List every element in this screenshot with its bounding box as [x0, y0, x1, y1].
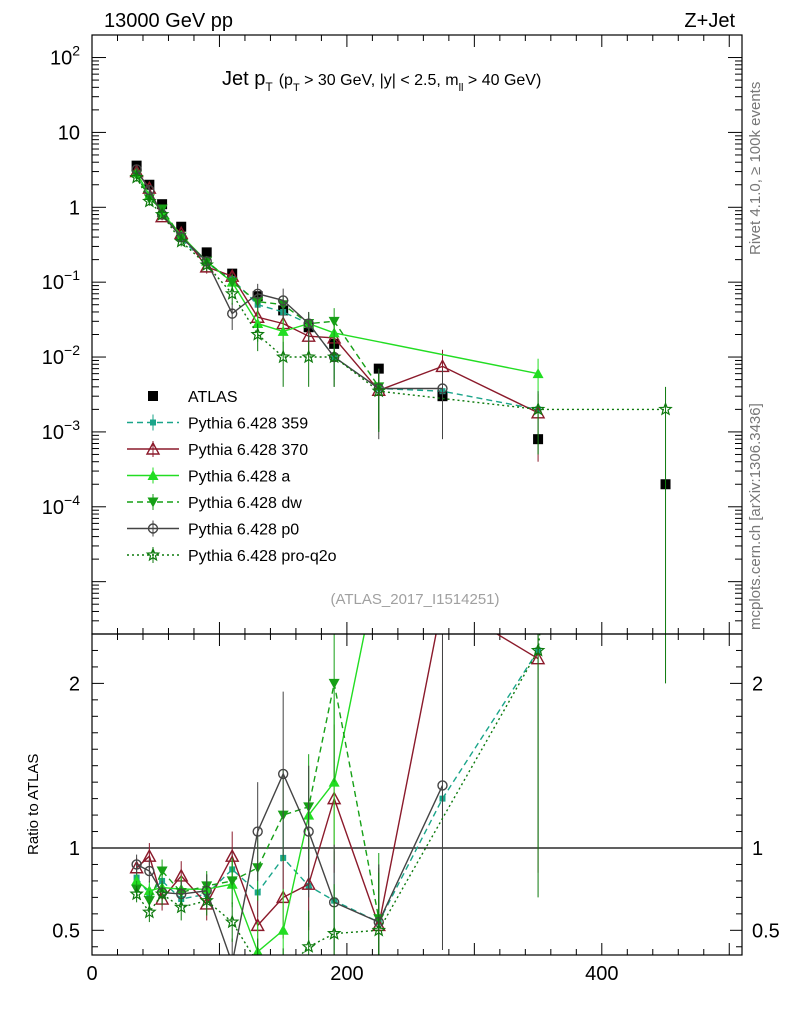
y-tick-label-exponent: −1	[64, 267, 80, 283]
series-p359	[134, 170, 541, 454]
legend-entry-pdw: Pythia 6.428 dw	[127, 494, 302, 512]
plot-title-cond-mid: > 30 GeV, |y| < 2.5, m	[300, 72, 459, 89]
legend-label-pa: Pythia 6.428 a	[188, 469, 290, 486]
ratio-y-tick-label-left: 2	[69, 673, 80, 695]
y-tick-label-base: 10	[42, 347, 64, 369]
ratio-plot-frame	[92, 634, 742, 955]
y-tick-label: 102	[50, 43, 80, 70]
ratio-point-pa	[278, 925, 289, 935]
data-point-pdw	[329, 317, 340, 327]
ratio-line-pq2o	[137, 0, 666, 973]
y-tick-label-exponent: −2	[64, 342, 80, 358]
y-tick-label: 10	[58, 122, 80, 144]
legend: ATLAS Pythia 6.428 359 Pythia 6.428 370 Pyt…	[127, 389, 337, 565]
legend-entry-p359: Pythia 6.428 359	[127, 415, 308, 433]
plot-title-sub: T	[265, 80, 273, 94]
rivet-version-label: Rivet 4.1.0, ≥ 100k events	[747, 82, 764, 255]
ratio-series-pa	[131, 0, 543, 981]
series-pp0	[132, 165, 447, 439]
ratio-y-tick-label-right: 2	[752, 673, 763, 695]
y-tick-label-base: 10	[58, 122, 80, 144]
y-tick-label: 10−1	[42, 267, 80, 294]
plot-title-cond-open: (p	[279, 72, 293, 89]
y-tick-label-exponent: −3	[64, 417, 80, 433]
legend-marker-atlas	[148, 391, 158, 401]
x-tick-label: 0	[86, 963, 97, 985]
legend-label-pp0: Pythia 6.428 p0	[188, 522, 299, 539]
series-line-p370	[137, 172, 538, 413]
header-energy-label: 13000 GeV pp	[104, 10, 233, 32]
series-line-p359	[137, 174, 538, 410]
ratio-point-pq2o	[252, 957, 263, 968]
y-tick-label-base: 10	[50, 48, 72, 70]
y-tick-label-base: 10	[42, 422, 64, 444]
header-process-label: Z+Jet	[684, 10, 735, 32]
series-pa	[131, 167, 543, 402]
ratio-line-pp0	[137, 774, 443, 963]
legend-label-atlas: ATLAS	[188, 389, 238, 406]
legend-entry-pa: Pythia 6.428 a	[127, 468, 290, 486]
main-axis-ticks: 10−410−310−210−1110102	[42, 35, 742, 634]
chart-figure: 13000 GeV pp Z+Jet Jet pT (pT > 30 GeV, |…	[0, 0, 786, 1024]
series-line-pdw	[137, 175, 379, 387]
ratio-y-tick-label-right: 1	[752, 838, 763, 860]
legend-label-p370: Pythia 6.428 370	[188, 442, 308, 459]
ratio-point-pdw	[329, 679, 340, 689]
main-plot-frame	[92, 35, 742, 634]
x-tick-label: 200	[330, 963, 363, 985]
series-line-pq2o	[137, 178, 666, 410]
legend-entry-atlas: ATLAS	[148, 389, 238, 406]
ratio-y-tick-label-left: 0.5	[52, 920, 80, 942]
ratio-y-axis-title: Ratio to ATLAS	[25, 754, 42, 855]
analysis-id-label: (ATLAS_2017_I1514251)	[330, 591, 499, 608]
plot-title: Jet pT (pT > 30 GeV, |y| < 2.5, mll > 40 …	[222, 68, 541, 94]
x-tick-label: 400	[585, 963, 618, 985]
ratio-y-tick-label-right: 0.5	[752, 920, 780, 942]
ratio-point-pp0	[228, 959, 237, 968]
legend-entry-pq2o: Pythia 6.428 pro-q2o	[127, 547, 337, 565]
ratio-point-pq2o	[278, 967, 289, 978]
plot-title-cond-end: > 40 GeV)	[463, 72, 541, 89]
y-tick-label: 1	[69, 197, 80, 219]
y-tick-label-exponent: 2	[72, 43, 80, 59]
y-tick-label: 10−3	[42, 417, 80, 444]
y-tick-label-base: 1	[69, 197, 80, 219]
ratio-axis-ticks: 0 200 400 0.5 0.5 1 1 2 2	[52, 634, 780, 985]
y-tick-label-base: 10	[42, 497, 64, 519]
y-tick-label-exponent: −4	[64, 492, 80, 508]
legend-label-pq2o: Pythia 6.428 pro-q2o	[188, 548, 337, 565]
plot-title-main: Jet p	[222, 68, 265, 90]
series-atlas	[132, 161, 671, 490]
legend-entry-pp0: Pythia 6.428 p0	[127, 521, 299, 539]
y-tick-label-base: 10	[42, 272, 64, 294]
y-tick-label: 10−4	[42, 492, 80, 519]
legend-entry-p370: Pythia 6.428 370	[127, 441, 308, 459]
series-line-pp0	[137, 170, 443, 389]
ratio-y-tick-label-left: 1	[69, 838, 80, 860]
y-tick-label: 10−2	[42, 342, 80, 369]
legend-marker-p359	[150, 420, 156, 426]
legend-label-p359: Pythia 6.428 359	[188, 416, 308, 433]
legend-label-pdw: Pythia 6.428 dw	[188, 495, 302, 512]
ratio-series-pp0	[132, 621, 447, 988]
mcplots-label: mcplots.cern.ch [arXiv:1306.3436]	[747, 403, 764, 630]
